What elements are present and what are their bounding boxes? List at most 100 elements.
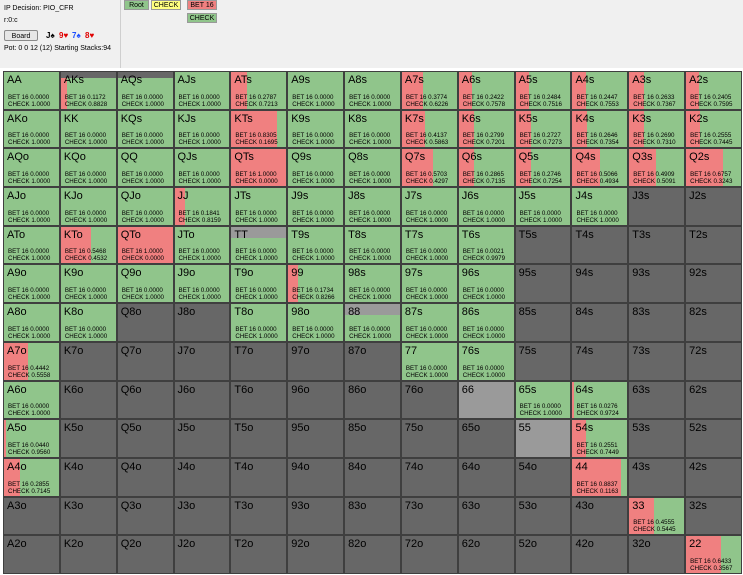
- hand-cell-94o[interactable]: 94o: [288, 458, 344, 496]
- tree-root-button[interactable]: Root: [124, 0, 149, 10]
- hand-cell-k3s[interactable]: BET 16 0.2690 CHECK 0.7310 K3s: [629, 110, 685, 148]
- hand-cell-qjs[interactable]: BET 16 0.0000 CHECK 1.0000 QJs: [174, 149, 230, 187]
- hand-cell-82s[interactable]: 82s: [686, 304, 741, 341]
- tree-bet-button[interactable]: BET 16: [187, 0, 217, 10]
- hand-cell-t7o[interactable]: T7o: [231, 342, 287, 380]
- hand-cell-62o[interactable]: 62o: [458, 536, 514, 573]
- hand-cell-kjs[interactable]: BET 16 0.0000 CHECK 1.0000 KJs: [174, 110, 230, 148]
- hand-cell-qjo[interactable]: BET 16 0.0000 CHECK 1.0000 QJo: [117, 188, 173, 225]
- hand-cell-kk[interactable]: BET 16 0.0000 CHECK 1.0000 KK: [60, 110, 116, 148]
- hand-cell-t2o[interactable]: T2o: [231, 536, 287, 573]
- hand-cell-62s[interactable]: 62s: [686, 381, 741, 419]
- hand-cell-85o[interactable]: 85o: [345, 420, 400, 457]
- hand-cell-k4o[interactable]: K4o: [60, 458, 116, 496]
- hand-cell-t7s[interactable]: BET 16 0.0000 CHECK 1.0000 T7s: [401, 226, 457, 264]
- hand-cell-52s[interactable]: 52s: [686, 420, 741, 457]
- hand-cell-94s[interactable]: 94s: [572, 265, 628, 303]
- hand-cell-96o[interactable]: 96o: [288, 381, 344, 419]
- hand-cell-k9s[interactable]: BET 16 0.0000 CHECK 1.0000 K9s: [288, 110, 344, 148]
- hand-cell-j3o[interactable]: J3o: [174, 497, 230, 535]
- hand-cell-t9o[interactable]: BET 16 0.0000 CHECK 1.0000 T9o: [231, 265, 287, 303]
- hand-cell-92s[interactable]: 92s: [686, 265, 741, 303]
- hand-cell-k6o[interactable]: K6o: [60, 381, 116, 419]
- hand-cell-kts[interactable]: BET 16 0.8305 CHECK 0.1695 KTs: [231, 110, 287, 148]
- hand-cell-t9s[interactable]: BET 16 0.0000 CHECK 1.0000 T9s: [288, 226, 344, 264]
- hand-cell-j3s[interactable]: J3s: [629, 188, 685, 225]
- hand-cell-q3s[interactable]: BET 16 0.4909 CHECK 0.5091 Q3s: [629, 149, 685, 187]
- hand-cell-q3o[interactable]: Q3o: [117, 497, 173, 535]
- hand-cell-a4o[interactable]: BET 16 0.2855 CHECK 0.7145 A4o: [4, 458, 59, 496]
- hand-cell-73o[interactable]: 73o: [401, 497, 457, 535]
- tree-check-button[interactable]: CHECK: [151, 0, 181, 10]
- hand-cell-k8o[interactable]: BET 16 0.0000 CHECK 1.0000 K8o: [60, 304, 116, 341]
- hand-cell-jj[interactable]: BET 16 0.1841 CHECK 0.8159 JJ: [174, 188, 230, 225]
- hand-cell-76o[interactable]: 76o: [401, 381, 457, 419]
- hand-cell-ats[interactable]: BET 16 0.2787 CHECK 0.7213 ATs: [231, 72, 287, 109]
- hand-cell-93o[interactable]: 93o: [288, 497, 344, 535]
- hand-cell-32o[interactable]: 32o: [629, 536, 685, 573]
- tree-check-after-bet-button[interactable]: CHECK: [187, 13, 217, 23]
- hand-cell-t6o[interactable]: T6o: [231, 381, 287, 419]
- hand-cell-99[interactable]: BET 16 0.1734 CHECK 0.8266 99: [288, 265, 344, 303]
- hand-cell-j6s[interactable]: BET 16 0.0000 CHECK 1.0000 J6s: [458, 188, 514, 225]
- hand-cell-84o[interactable]: 84o: [345, 458, 400, 496]
- hand-cell-t6s[interactable]: BET 16 0.0021 CHECK 0.9979 T6s: [458, 226, 514, 264]
- hand-cell-84s[interactable]: 84s: [572, 304, 628, 341]
- hand-cell-85s[interactable]: 85s: [515, 304, 571, 341]
- hand-cell-33[interactable]: BET 16 0.4555 CHECK 0.5445 33: [629, 497, 685, 535]
- hand-cell-aqo[interactable]: BET 16 0.0000 CHECK 1.0000 AQo: [4, 149, 59, 187]
- hand-cell-q2s[interactable]: BET 16 0.6757 CHECK 0.3243 Q2s: [686, 149, 741, 187]
- hand-cell-j8o[interactable]: J8o: [174, 304, 230, 341]
- hand-cell-96s[interactable]: BET 16 0.0000 CHECK 1.0000 96s: [458, 265, 514, 303]
- hand-cell-a7o[interactable]: BET 16 0.4442 CHECK 0.5558 A7o: [4, 342, 59, 380]
- hand-cell-j7s[interactable]: BET 16 0.0000 CHECK 1.0000 J7s: [401, 188, 457, 225]
- hand-cell-k5s[interactable]: BET 16 0.2727 CHECK 0.7273 K5s: [515, 110, 571, 148]
- hand-cell-k4s[interactable]: BET 16 0.2646 CHECK 0.7354 K4s: [572, 110, 628, 148]
- hand-cell-k2o[interactable]: K2o: [60, 536, 116, 573]
- hand-cell-a5o[interactable]: BET 16 0.0440 CHECK 0.9560 A5o: [4, 420, 59, 457]
- hand-cell-j4o[interactable]: J4o: [174, 458, 230, 496]
- hand-cell-k7o[interactable]: K7o: [60, 342, 116, 380]
- hand-cell-q2o[interactable]: Q2o: [117, 536, 173, 573]
- hand-cell-87s[interactable]: BET 16 0.0000 CHECK 1.0000 87s: [401, 304, 457, 341]
- hand-cell-q8o[interactable]: Q8o: [117, 304, 173, 341]
- hand-cell-86o[interactable]: 86o: [345, 381, 400, 419]
- hand-cell-q4s[interactable]: BET 16 0.5066 CHECK 0.4934 Q4s: [572, 149, 628, 187]
- hand-cell-92o[interactable]: 92o: [288, 536, 344, 573]
- hand-cell-q7s[interactable]: BET 16 0.5703 CHECK 0.4297 Q7s: [401, 149, 457, 187]
- hand-cell-k9o[interactable]: BET 16 0.0000 CHECK 1.0000 K9o: [60, 265, 116, 303]
- hand-cell-t3s[interactable]: T3s: [629, 226, 685, 264]
- hand-cell-a5s[interactable]: BET 16 0.2484 CHECK 0.7516 A5s: [515, 72, 571, 109]
- hand-cell-q9o[interactable]: BET 16 0.0000 CHECK 1.0000 Q9o: [117, 265, 173, 303]
- hand-cell-a6s[interactable]: BET 16 0.2422 CHECK 0.7578 A6s: [458, 72, 514, 109]
- hand-cell-74o[interactable]: 74o: [401, 458, 457, 496]
- hand-cell-22[interactable]: BET 16 0.6433 CHECK 0.3567 22: [686, 536, 741, 573]
- hand-cell-kqo[interactable]: BET 16 0.0000 CHECK 1.0000 KQo: [60, 149, 116, 187]
- hand-cell-j5s[interactable]: BET 16 0.0000 CHECK 1.0000 J5s: [515, 188, 571, 225]
- hand-cell-53o[interactable]: 53o: [515, 497, 571, 535]
- hand-cell-55[interactable]: 55: [515, 420, 571, 457]
- hand-cell-j9o[interactable]: BET 16 0.0000 CHECK 1.0000 J9o: [174, 265, 230, 303]
- hand-cell-t8o[interactable]: BET 16 0.0000 CHECK 1.0000 T8o: [231, 304, 287, 341]
- hand-cell-t4s[interactable]: T4s: [572, 226, 628, 264]
- hand-cell-q5o[interactable]: Q5o: [117, 420, 173, 457]
- hand-cell-k8s[interactable]: BET 16 0.0000 CHECK 1.0000 K8s: [345, 110, 400, 148]
- hand-cell-98s[interactable]: BET 16 0.0000 CHECK 1.0000 98s: [345, 265, 400, 303]
- hand-cell-tt[interactable]: BET 16 0.0000 CHECK 1.0000 TT: [231, 226, 287, 264]
- hand-cell-jts[interactable]: BET 16 0.0000 CHECK 1.0000 JTs: [231, 188, 287, 225]
- hand-cell-64o[interactable]: 64o: [458, 458, 514, 496]
- hand-cell-95o[interactable]: 95o: [288, 420, 344, 457]
- hand-cell-q8s[interactable]: BET 16 0.0000 CHECK 1.0000 Q8s: [345, 149, 400, 187]
- hand-cell-73s[interactable]: 73s: [629, 342, 685, 380]
- hand-cell-75o[interactable]: 75o: [401, 420, 457, 457]
- hand-cell-t2s[interactable]: T2s: [686, 226, 741, 264]
- hand-cell-aqs[interactable]: BET 16 0.0000 CHECK 1.0000 AQs: [117, 72, 173, 109]
- hand-cell-54o[interactable]: 54o: [515, 458, 571, 496]
- hand-cell-k2s[interactable]: BET 16 0.2555 CHECK 0.7445 K2s: [686, 110, 741, 148]
- hand-cell-qto[interactable]: BET 16 1.0000 CHECK 0.0000 QTo: [117, 226, 173, 264]
- hand-cell-j8s[interactable]: BET 16 0.0000 CHECK 1.0000 J8s: [345, 188, 400, 225]
- hand-cell-88[interactable]: BET 16 0.0000 CHECK 1.0000 88: [345, 304, 400, 341]
- hand-cell-t8s[interactable]: BET 16 0.0000 CHECK 1.0000 T8s: [345, 226, 400, 264]
- hand-cell-q4o[interactable]: Q4o: [117, 458, 173, 496]
- hand-cell-44[interactable]: BET 16 0.8837 CHECK 0.1163 44: [572, 458, 628, 496]
